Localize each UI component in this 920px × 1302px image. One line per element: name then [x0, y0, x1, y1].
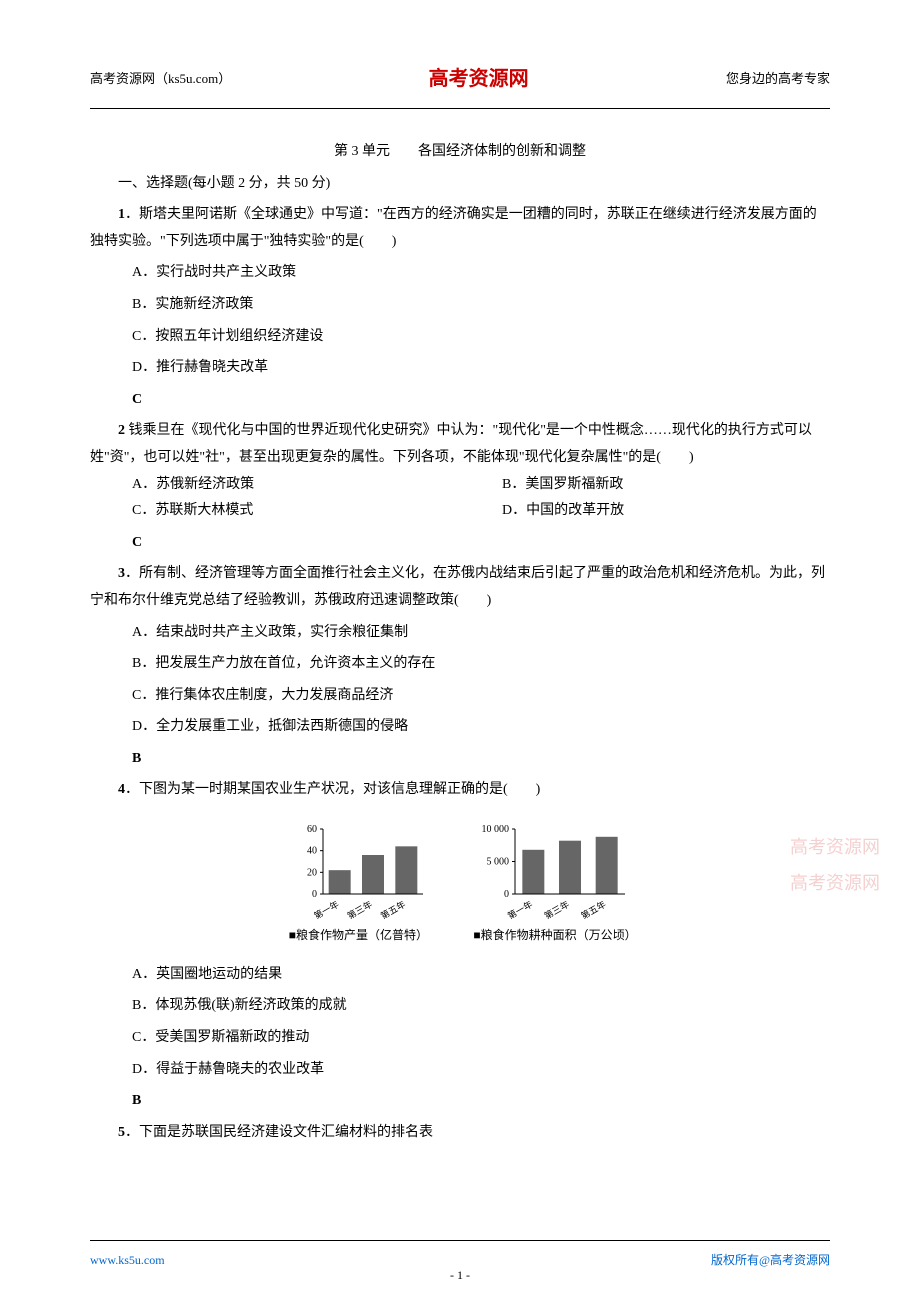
option-a: A．结束战时共产主义政策，实行余粮征集制 — [90, 620, 830, 647]
question-text: 1．斯塔夫里阿诺斯《全球通史》中写道："在西方的经济确实是一团糟的同时，苏联正在… — [90, 202, 830, 255]
option-d: D．推行赫鲁晓夫改革 — [90, 355, 830, 382]
option-d: D．全力发展重工业，抵御法西斯德国的侵略 — [90, 714, 830, 741]
svg-text:20: 20 — [307, 867, 317, 878]
svg-text:0: 0 — [312, 889, 317, 900]
question-body: 钱乘旦在《现代化与中国的世界近现代化史研究》中认为："现代化"是一个中性概念……… — [90, 423, 812, 465]
svg-text:第三年: 第三年 — [542, 898, 571, 919]
option-c: C．苏联斯大林模式 — [90, 498, 460, 525]
question-4: 4．下图为某一时期某国农业生产状况，对该信息理解正确的是( ) 0204060第… — [90, 777, 830, 1114]
section-heading: 一、选择题(每小题 2 分，共 50 分) — [90, 171, 830, 198]
question-text: 5．下面是苏联国民经济建设文件汇编材料的排名表 — [90, 1120, 830, 1147]
question-body: ．斯塔夫里阿诺斯《全球通史》中写道："在西方的经济确实是一团糟的同时，苏联正在继… — [90, 207, 817, 249]
option-row: C．苏联斯大林模式 D．中国的改革开放 — [90, 498, 830, 525]
question-body: ．所有制、经济管理等方面全面推行社会主义化，在苏俄内战结束后引起了严重的政治危机… — [90, 566, 825, 608]
question-text: 3．所有制、经济管理等方面全面推行社会主义化，在苏俄内战结束后引起了严重的政治危… — [90, 561, 830, 614]
watermark-line: 高考资源网 — [790, 865, 880, 901]
footer-copyright: 版权所有@高考资源网 — [711, 1249, 830, 1272]
question-3: 3．所有制、经济管理等方面全面推行社会主义化，在苏俄内战结束后引起了严重的政治危… — [90, 561, 830, 772]
question-body: ．下图为某一时期某国农业生产状况，对该信息理解正确的是( ) — [125, 782, 540, 797]
unit-title: 第 3 单元 各国经济体制的创新和调整 — [90, 139, 830, 166]
chart-1-caption: ■粮食作物产量（亿普特） — [289, 924, 428, 947]
option-c: C．受美国罗斯福新政的推动 — [90, 1025, 830, 1052]
option-d: D．中国的改革开放 — [460, 498, 830, 525]
question-1: 1．斯塔夫里阿诺斯《全球通史》中写道："在西方的经济确实是一团糟的同时，苏联正在… — [90, 202, 830, 413]
question-2: 2 钱乘旦在《现代化与中国的世界近现代化史研究》中认为："现代化"是一个中性概念… — [90, 418, 830, 556]
option-a: A．英国圈地运动的结果 — [90, 962, 830, 989]
option-b: B．美国罗斯福新政 — [460, 472, 830, 499]
option-d: D．得益于赫鲁晓夫的农业改革 — [90, 1057, 830, 1084]
svg-text:第三年: 第三年 — [345, 898, 374, 919]
svg-text:10 000: 10 000 — [482, 824, 510, 835]
charts-container: 0204060第一年第三年第五年 ■粮食作物产量（亿普特） 05 00010 0… — [90, 819, 830, 947]
question-number: 5 — [118, 1125, 125, 1140]
watermark-line: 高考资源网 — [790, 829, 880, 865]
option-b: B．把发展生产力放在首位，允许资本主义的存在 — [90, 651, 830, 678]
question-number: 1 — [118, 207, 125, 222]
svg-text:第一年: 第一年 — [505, 898, 534, 919]
question-text: 4．下图为某一时期某国农业生产状况，对该信息理解正确的是( ) — [90, 777, 830, 804]
option-a: A．苏俄新经济政策 — [90, 472, 460, 499]
document-page: 高考资源网（ks5u.com） 高考资源网 您身边的高考专家 第 3 单元 各国… — [0, 0, 920, 1302]
answer: B — [90, 1088, 830, 1115]
chart-1: 0 20 40 60 第一年第三年第五年 — [283, 819, 433, 919]
question-number: 3 — [118, 566, 125, 581]
svg-text:0: 0 — [504, 889, 509, 900]
header-right-text: 您身边的高考专家 — [726, 67, 830, 92]
question-body: ．下面是苏联国民经济建设文件汇编材料的排名表 — [125, 1125, 433, 1140]
chart-2-wrapper: 0 5 000 10 000 第一年第三年第五年 ■粮食作物耕种面积（万公顷） — [473, 819, 636, 947]
svg-text:60: 60 — [307, 824, 317, 835]
svg-text:第一年: 第一年 — [312, 898, 341, 919]
watermark: 高考资源网 高考资源网 — [790, 829, 880, 901]
question-number: 2 — [118, 423, 125, 438]
header-center-logo: 高考资源网 — [429, 60, 529, 98]
answer: C — [90, 387, 830, 414]
question-5: 5．下面是苏联国民经济建设文件汇编材料的排名表 — [90, 1120, 830, 1147]
answer: B — [90, 746, 830, 773]
chart-2-caption: ■粮食作物耕种面积（万公顷） — [473, 924, 636, 947]
option-a: A．实行战时共产主义政策 — [90, 260, 830, 287]
svg-text:第五年: 第五年 — [579, 898, 608, 919]
svg-text:第五年: 第五年 — [379, 898, 408, 919]
question-text: 2 钱乘旦在《现代化与中国的世界近现代化史研究》中认为："现代化"是一个中性概念… — [90, 418, 830, 471]
page-header: 高考资源网（ks5u.com） 高考资源网 您身边的高考专家 — [90, 60, 830, 109]
answer: C — [90, 530, 830, 557]
svg-text:5 000: 5 000 — [487, 857, 510, 868]
chart-1-wrapper: 0 20 40 60 第一年第三年第五年 ■粮食作物产量（亿普特） — [283, 819, 433, 947]
option-b: B．体现苏俄(联)新经济政策的成就 — [90, 993, 830, 1020]
option-row: A．苏俄新经济政策 B．美国罗斯福新政 — [90, 472, 830, 499]
header-left-text: 高考资源网（ks5u.com） — [90, 67, 231, 92]
option-c: C．按照五年计划组织经济建设 — [90, 324, 830, 351]
option-b: B．实施新经济政策 — [90, 292, 830, 319]
question-number: 4 — [118, 782, 125, 797]
option-c: C．推行集体农庄制度，大力发展商品经济 — [90, 683, 830, 710]
footer-url: www.ks5u.com — [90, 1249, 165, 1272]
svg-text:40: 40 — [307, 846, 317, 857]
page-number: - 1 - — [450, 1264, 470, 1287]
chart-2: 0 5 000 10 000 第一年第三年第五年 — [475, 819, 635, 919]
